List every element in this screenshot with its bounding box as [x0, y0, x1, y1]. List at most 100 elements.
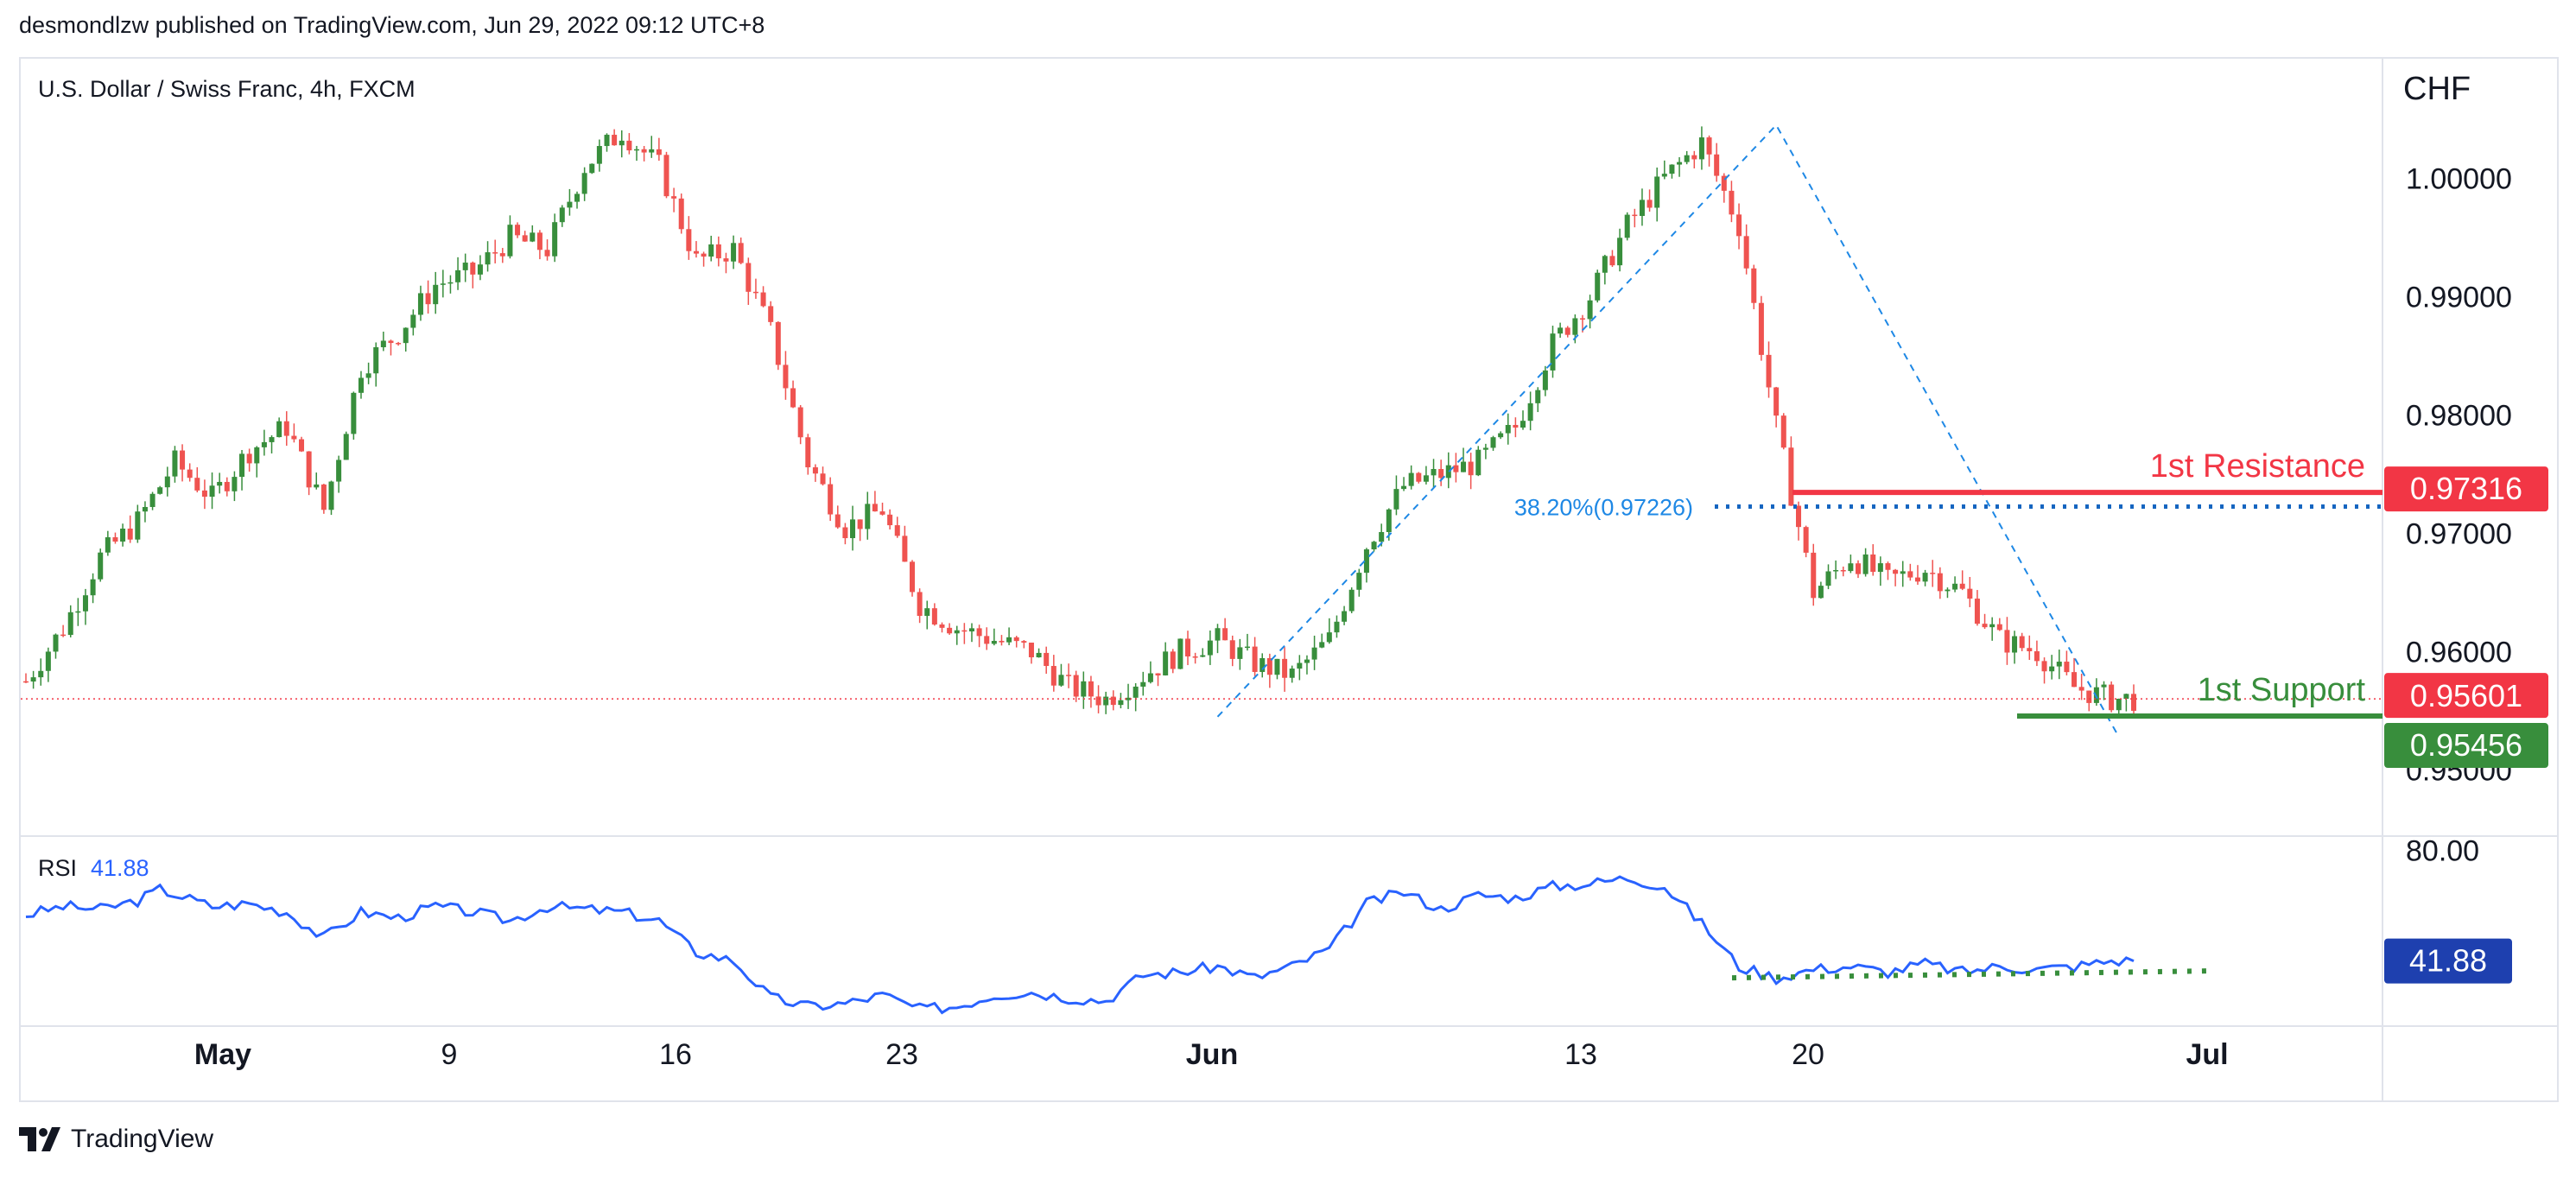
- candle-body: [663, 155, 669, 197]
- candle-body: [217, 481, 223, 486]
- candle-body: [1684, 155, 1690, 162]
- candle-body: [2093, 687, 2099, 703]
- candle-body: [60, 634, 67, 637]
- candle-body: [67, 612, 73, 636]
- candle-body: [1855, 563, 1861, 574]
- candle-body: [1363, 549, 1369, 574]
- candle-body: [1624, 214, 1630, 238]
- candle-body: [887, 514, 893, 526]
- candle-body: [2123, 694, 2129, 699]
- candle-body: [232, 477, 238, 491]
- candle-body: [910, 561, 916, 593]
- candle-body: [574, 193, 581, 202]
- candle-body: [530, 232, 536, 242]
- candle-body: [783, 364, 789, 389]
- candle-body: [1133, 686, 1139, 698]
- candle-body: [552, 222, 558, 257]
- candle-body: [201, 490, 207, 498]
- candle-body: [1758, 302, 1764, 355]
- candle-body: [75, 611, 81, 613]
- candle-body: [1348, 589, 1355, 612]
- candle-body: [746, 263, 752, 292]
- candle-body: [1342, 611, 1348, 622]
- rsi-value-badge-label: 41.88: [2409, 943, 2487, 979]
- candle-body: [797, 407, 803, 438]
- candle-body: [999, 640, 1005, 643]
- candle-body: [1036, 652, 1042, 658]
- candle-body: [1714, 154, 1720, 176]
- candle-body: [1840, 570, 1846, 572]
- candle-body: [1170, 651, 1176, 669]
- x-tick-label: Jun: [1186, 1038, 1238, 1071]
- candle-body: [857, 519, 863, 529]
- candle-body: [1207, 640, 1213, 656]
- candle-body: [1780, 415, 1786, 448]
- candle-body: [1520, 421, 1526, 428]
- candle-body: [902, 536, 908, 562]
- candle-body: [1945, 589, 1951, 592]
- candle-body: [2116, 698, 2122, 711]
- candle-body: [1974, 599, 1980, 624]
- footer-brand[interactable]: TradingView: [19, 1125, 213, 1154]
- candle-body: [1952, 583, 1958, 590]
- candle-body: [1431, 469, 1437, 476]
- candle-body: [1453, 465, 1459, 472]
- y-tick-label: 1.00000: [2406, 162, 2512, 195]
- candle-body: [1073, 675, 1079, 697]
- candle-body: [38, 670, 44, 678]
- resistance-price-badge: [2384, 466, 2548, 512]
- support-price-label: 0.95456: [2410, 727, 2522, 763]
- candle-body: [1282, 658, 1288, 678]
- candle-body: [596, 146, 602, 164]
- candle-body: [656, 149, 662, 155]
- candle-body: [1200, 655, 1206, 657]
- rsi-indicator-value: 41.88: [91, 855, 149, 881]
- candle-body: [1266, 657, 1272, 675]
- candle-body: [380, 340, 386, 348]
- candle-body: [567, 201, 573, 208]
- candle-body: [1877, 563, 1883, 573]
- candle-body: [1967, 588, 1973, 599]
- candle-body: [1110, 696, 1116, 706]
- candle-body: [98, 552, 104, 580]
- candle-body: [1058, 675, 1064, 686]
- candle-body: [1140, 681, 1146, 687]
- candle-body: [2109, 684, 2115, 711]
- candle-body: [2072, 672, 2078, 688]
- candle-body: [194, 478, 200, 491]
- candle-body: [1379, 531, 1385, 542]
- candle-body: [485, 252, 491, 265]
- fib-level-label: 38.20%(0.97226): [1514, 495, 1693, 521]
- candle-body: [1215, 628, 1221, 641]
- rsi-indicator-label[interactable]: RSI: [38, 855, 78, 881]
- candle-body: [1550, 333, 1556, 371]
- candle-body: [320, 484, 327, 510]
- candle-body: [976, 628, 982, 637]
- candle-body: [559, 207, 565, 223]
- candle-body: [180, 450, 186, 470]
- candle-body: [269, 437, 275, 442]
- candle-body: [671, 196, 677, 199]
- candle-body: [1408, 472, 1414, 486]
- candle-body: [45, 651, 51, 671]
- candle-body: [708, 244, 714, 257]
- candle-body: [1833, 570, 1839, 572]
- candle-body: [991, 640, 997, 644]
- candle-body: [1579, 318, 1585, 320]
- candle-body: [2012, 636, 2018, 653]
- candle-body: [1311, 647, 1317, 660]
- candle-body: [507, 225, 513, 257]
- candle-body: [1870, 554, 1876, 573]
- candle-body: [2056, 662, 2062, 667]
- candle-body: [1646, 200, 1653, 208]
- candle-body: [1803, 527, 1809, 553]
- candle-body: [1602, 256, 1608, 273]
- last-price-badge: [2384, 673, 2548, 719]
- x-tick-label: 9: [441, 1038, 458, 1071]
- candle-body: [619, 140, 625, 146]
- candle-body: [865, 504, 871, 529]
- candle-body: [82, 595, 88, 612]
- candle-body: [2101, 684, 2107, 688]
- candle-body: [1498, 433, 1504, 438]
